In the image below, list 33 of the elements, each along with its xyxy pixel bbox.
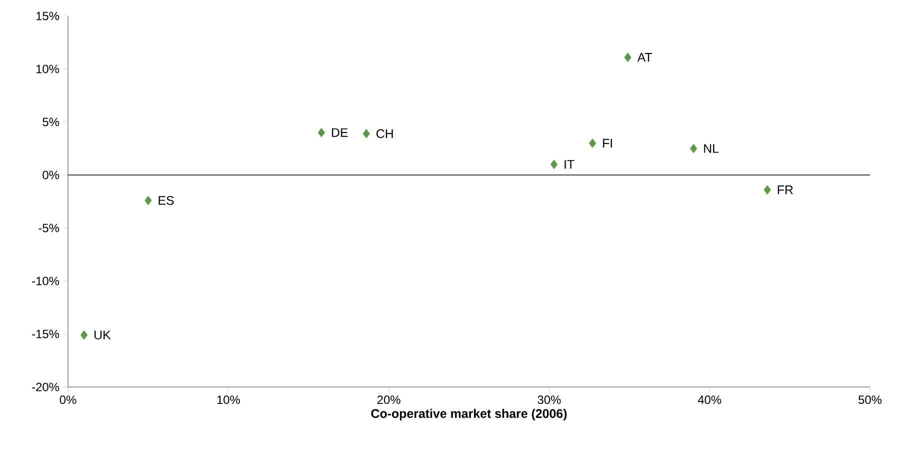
annotation: UK xyxy=(94,330,111,340)
point xyxy=(550,160,558,170)
y-tick-label: -15% xyxy=(32,330,60,338)
point xyxy=(318,128,326,138)
y-tick-label: 0% xyxy=(42,170,60,180)
annotation: FI xyxy=(603,138,612,148)
x-tick-label: 0% xyxy=(60,396,76,404)
y-tick-label: -5% xyxy=(38,224,60,232)
y-tick-label: 15% xyxy=(36,12,60,20)
x-tick-label: 20% xyxy=(377,396,400,404)
y-tick-label: 10% xyxy=(36,64,60,74)
point xyxy=(624,52,632,62)
point xyxy=(690,144,698,154)
annotation: FR xyxy=(778,186,793,194)
point xyxy=(144,196,152,206)
x-tick-label: 10% xyxy=(217,396,240,404)
point xyxy=(764,185,771,195)
point xyxy=(80,330,88,340)
point xyxy=(362,128,370,138)
annotation: IT xyxy=(564,160,574,169)
annotation: NL xyxy=(704,144,719,153)
y-tick-label: -20% xyxy=(32,382,60,392)
x-axis-title: Co-operative market share (2006) xyxy=(371,408,567,420)
y-tick-label: -10% xyxy=(32,276,60,286)
annotation: ES xyxy=(158,196,174,205)
x-tick-label: 30% xyxy=(538,396,561,404)
y-tick-label: 5% xyxy=(42,118,60,126)
annotation: AT xyxy=(637,53,652,62)
x-tick-label: 40% xyxy=(698,396,722,404)
annotation: CH xyxy=(376,129,393,138)
point xyxy=(588,138,596,148)
x-tick-label: 50% xyxy=(858,396,882,404)
annotation: DE xyxy=(332,128,348,137)
